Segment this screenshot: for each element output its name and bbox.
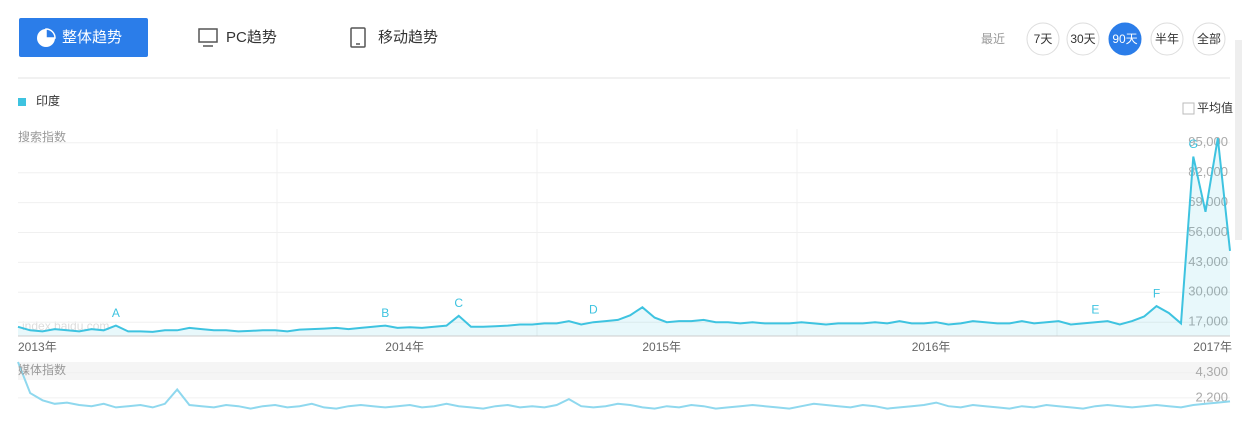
media-header [18,362,1230,380]
y-axis-label: 媒体指数 [18,362,66,377]
x-tick-label: 2016年 [912,340,951,354]
y-tick-label: 30,000 [1188,284,1228,299]
range-button[interactable] [1150,22,1184,56]
y-axis-label: 搜索指数 [18,129,66,144]
annotation[interactable]: G [1189,137,1198,151]
range-option[interactable]: 90天 [1112,32,1137,46]
legend-swatch [18,98,26,106]
range-button[interactable] [1066,22,1100,56]
x-tick-label: 2017年 [1193,340,1232,354]
scrollbar [1235,40,1242,240]
annotation[interactable]: B [381,306,389,320]
annotation[interactable]: F [1153,286,1160,300]
range-option[interactable]: 7天 [1034,32,1053,46]
line [17,361,1231,410]
annotation[interactable]: C [454,296,463,310]
y-tick-label: 2,200 [1195,389,1228,404]
annotation[interactable]: E [1091,302,1099,316]
y-tick-label: 56,000 [1188,224,1228,239]
x-tick-label: 2014年 [385,340,424,354]
range-option[interactable]: 半年 [1155,32,1179,46]
tab[interactable]: PC趋势 [226,29,277,46]
average-label[interactable]: 平均值 [1197,100,1233,115]
range-label: 最近 [981,32,1005,46]
tab[interactable]: 整体趋势 [62,29,122,46]
x-tick-label: 2013年 [18,340,57,354]
range-button[interactable] [1108,22,1142,56]
line [17,138,1231,333]
tablet-icon [350,27,366,48]
y-tick-label: 4,300 [1195,364,1228,379]
range-button[interactable] [1192,22,1226,56]
monitor-icon [198,28,218,47]
area [18,138,1230,336]
annotation[interactable]: D [589,302,598,316]
legend-label[interactable]: 印度 [36,93,60,108]
x-tick-label: 2015年 [642,340,681,354]
checkbox[interactable] [1182,102,1195,115]
annotation[interactable]: A [112,306,120,320]
y-tick-label: 43,000 [1188,254,1228,269]
y-tick-label: 17,000 [1188,314,1228,329]
tab-active-bg[interactable] [19,18,148,57]
range-option[interactable]: 30天 [1070,32,1095,46]
pie-icon [37,28,56,47]
range-button[interactable] [1026,22,1060,56]
range-option[interactable]: 全部 [1197,31,1221,46]
tab[interactable]: 移动趋势 [378,29,438,46]
